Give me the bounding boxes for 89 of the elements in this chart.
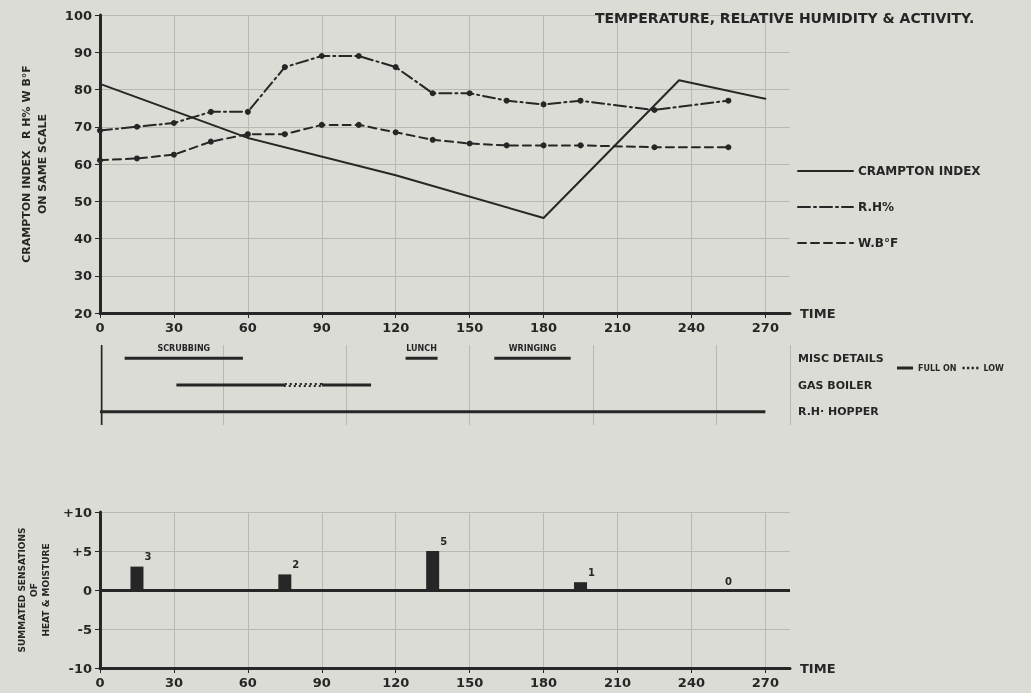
point	[355, 52, 362, 59]
point	[281, 131, 288, 138]
point	[725, 144, 732, 151]
data-label: 2	[292, 558, 300, 570]
y-tick-label: 70	[73, 119, 92, 135]
point	[466, 90, 473, 97]
x-tick-label: 90	[312, 320, 331, 335]
point	[503, 142, 510, 149]
y-tick-label: 0	[82, 582, 92, 598]
x-axis-title: TIME	[800, 305, 836, 321]
point	[392, 64, 399, 71]
point	[503, 97, 510, 104]
x-tick-label: 30	[164, 675, 183, 690]
x-tick-label: 60	[238, 675, 257, 690]
x-tick-label: 60	[238, 320, 257, 335]
y-tick-label: 100	[64, 7, 92, 23]
point	[651, 106, 658, 113]
y-tick-label: 80	[73, 82, 92, 97]
data-label: 3	[144, 551, 152, 563]
point	[207, 108, 214, 115]
point	[540, 142, 547, 149]
x-tick-label: 90	[312, 675, 331, 690]
y-tick-label: GAS BOILER	[798, 378, 873, 392]
annotation: LUNCH	[406, 343, 437, 353]
point	[97, 127, 103, 134]
annotation: WRINGING	[508, 343, 557, 353]
point	[429, 136, 436, 143]
data-label: 0	[724, 575, 732, 587]
y-tick-label: -5	[77, 621, 92, 637]
point	[97, 157, 103, 164]
bar	[494, 356, 571, 360]
y-axis-title: CRAMPTON INDEX R H% W B°F ON SAME SCALE	[19, 65, 49, 263]
bar	[405, 356, 438, 360]
point	[244, 108, 251, 115]
x-tick-label: 150	[456, 320, 484, 335]
x-tick-label: 120	[382, 320, 410, 335]
point	[540, 101, 547, 108]
y-tick-label: +5	[72, 543, 92, 559]
y-tick-label: 30	[73, 268, 92, 284]
x-tick-label: 0	[95, 675, 105, 690]
y-tick-label: 20	[73, 305, 92, 321]
data-label: 5	[440, 535, 448, 547]
data-label: 1	[588, 566, 596, 578]
y-tick-label: +10	[63, 504, 92, 520]
point	[355, 121, 362, 128]
x-tick-label: 210	[603, 320, 632, 335]
x-tick-label: 120	[382, 675, 410, 690]
point	[170, 120, 177, 127]
chart-title: TEMPERATURE, RELATIVE HUMIDITY & ACTIVITY.	[595, 10, 975, 26]
x-axis-title: TIME	[800, 660, 836, 676]
point	[577, 142, 584, 149]
legend-label: CRAMPTON INDEX	[858, 164, 982, 178]
point	[170, 151, 177, 158]
point	[133, 155, 140, 162]
x-tick-label: 270	[751, 675, 779, 690]
x-tick-label: 0	[95, 320, 105, 335]
x-tick-label: 30	[164, 320, 183, 335]
legend-label: W.B°F	[858, 236, 899, 250]
y-tick-label: 60	[73, 156, 92, 172]
legend-label: FULL ON	[918, 363, 957, 373]
legend-label: R.H%	[858, 200, 895, 214]
x-tick-label: 180	[530, 320, 558, 335]
x-tick-label: 240	[677, 675, 705, 690]
annotation: SCRUBBING	[157, 343, 211, 353]
legend-label: LOW	[983, 363, 1005, 373]
y-tick-label: 40	[73, 231, 92, 246]
point	[318, 121, 325, 128]
x-tick-label: 210	[603, 675, 632, 690]
y-tick-label: MISC DETAILS	[798, 351, 884, 365]
bar	[124, 356, 243, 360]
y-axis-title: SUMMATED SENSATIONS OF HEAT & MOISTURE	[17, 527, 51, 653]
point	[466, 140, 473, 147]
point	[133, 123, 140, 130]
point	[207, 138, 214, 145]
x-tick-label: 270	[751, 320, 779, 335]
point	[244, 131, 251, 138]
x-tick-label: 150	[456, 675, 484, 690]
y-tick-label: 90	[73, 44, 92, 60]
y-tick-label: -10	[68, 660, 92, 676]
point	[281, 64, 288, 71]
point	[725, 97, 732, 104]
point	[318, 52, 325, 59]
x-tick-label: 180	[530, 675, 558, 690]
x-tick-label: 240	[677, 320, 705, 335]
point	[429, 90, 436, 97]
point	[392, 129, 399, 136]
point	[651, 144, 658, 151]
y-tick-label: 50	[73, 193, 92, 209]
y-tick-label: R.H· HOPPER	[798, 405, 880, 419]
